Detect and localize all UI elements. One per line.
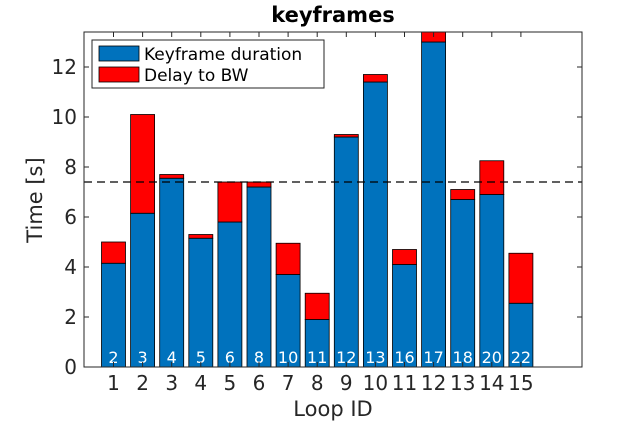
- y-tick-label: 0: [64, 355, 77, 379]
- bar-labels-group: 2 3 4 5 6 8 10 11 12 13 16 17 18 20 22: [108, 348, 531, 367]
- bars-group: [101, 31, 534, 368]
- bar-data-label: 6: [225, 348, 235, 367]
- bar-keyframe-duration: [362, 81, 388, 368]
- bar-delay-to-bw: [275, 242, 301, 275]
- bar-keyframe-duration: [246, 186, 272, 368]
- legend-label-keyframe: Keyframe duration: [144, 45, 302, 65]
- bar-keyframe-duration: [450, 199, 476, 368]
- bar-keyframe-duration: [333, 136, 359, 368]
- x-tick-label: 2: [136, 371, 149, 395]
- y-tick-label: 2: [64, 305, 77, 329]
- x-axis: 1 2 3 4 5 6 7 8 9 10 11 12 13 14 15: [107, 32, 534, 395]
- legend-label-delay: Delay to BW: [144, 66, 249, 86]
- x-tick-label: 9: [340, 371, 353, 395]
- y-tick-label: 4: [64, 255, 77, 279]
- bar-data-label: 3: [138, 348, 148, 367]
- bar-data-label: 5: [196, 348, 206, 367]
- x-tick-label: 7: [282, 371, 295, 395]
- bar-delay-to-bw: [450, 189, 476, 200]
- bar-delay-to-bw: [392, 249, 417, 265]
- x-tick-label: 3: [165, 371, 178, 395]
- bar-keyframe-duration: [421, 41, 447, 368]
- y-tick-label: 6: [64, 205, 77, 229]
- bar-keyframe-duration: [392, 264, 417, 368]
- bar-delay-to-bw: [508, 252, 534, 304]
- x-tick-label: 8: [311, 371, 324, 395]
- x-tick-label: 10: [363, 371, 388, 395]
- x-tick-label: 5: [224, 371, 237, 395]
- bar-data-label: 11: [307, 348, 327, 367]
- chart-title: keyframes: [271, 3, 395, 27]
- x-tick-label: 12: [421, 371, 446, 395]
- bar-keyframe-duration: [217, 221, 243, 368]
- bar-data-label: 2: [108, 348, 118, 367]
- legend-swatch-delay: [98, 66, 140, 83]
- bar-delay-to-bw: [246, 181, 272, 188]
- x-axis-label: Loop ID: [293, 397, 372, 421]
- bar-delay-to-bw: [130, 114, 156, 214]
- x-tick-label: 13: [450, 371, 475, 395]
- x-tick-label: 14: [479, 371, 504, 395]
- bar-data-label: 12: [336, 348, 356, 367]
- bar-data-label: 17: [423, 348, 443, 367]
- bar-keyframe-duration: [508, 302, 534, 368]
- bar-data-label: 13: [365, 348, 385, 367]
- bar-data-label: 18: [453, 348, 473, 367]
- bar-data-label: 16: [394, 348, 414, 367]
- bar-delay-to-bw: [101, 241, 126, 264]
- bar-data-label: 10: [278, 348, 298, 367]
- bar-keyframe-duration: [304, 319, 330, 368]
- y-tick-label: 12: [52, 55, 77, 79]
- bar-data-label: 8: [254, 348, 264, 367]
- bar-delay-to-bw: [362, 74, 388, 83]
- legend: Keyframe duration Delay to BW: [91, 39, 325, 89]
- x-tick-label: 1: [107, 371, 120, 395]
- y-axis-label: Time [s]: [23, 157, 47, 243]
- y-tick-label: 8: [64, 155, 77, 179]
- bar-keyframe-duration: [159, 177, 185, 368]
- bar-keyframe-duration: [130, 212, 156, 368]
- bar-keyframe-duration: [479, 194, 505, 368]
- x-tick-label: 4: [194, 371, 207, 395]
- bar-delay-to-bw: [304, 292, 330, 320]
- bar-keyframe-duration: [101, 262, 126, 368]
- bar-delay-to-bw: [159, 174, 185, 179]
- bar-delay-to-bw: [217, 181, 243, 223]
- legend-swatch-keyframe: [98, 45, 140, 62]
- bar-delay-to-bw: [333, 134, 359, 138]
- x-tick-label: 11: [392, 371, 417, 395]
- x-tick-label: 15: [508, 371, 533, 395]
- bar-data-label: 22: [511, 348, 531, 367]
- bar-data-label: 20: [482, 348, 502, 367]
- x-tick-label: 6: [253, 371, 266, 395]
- y-tick-label: 10: [52, 105, 77, 129]
- bar-data-label: 4: [167, 348, 177, 367]
- bar-delay-to-bw: [188, 234, 214, 239]
- plot-frame: [83, 31, 583, 368]
- bar-delay-to-bw: [479, 160, 505, 195]
